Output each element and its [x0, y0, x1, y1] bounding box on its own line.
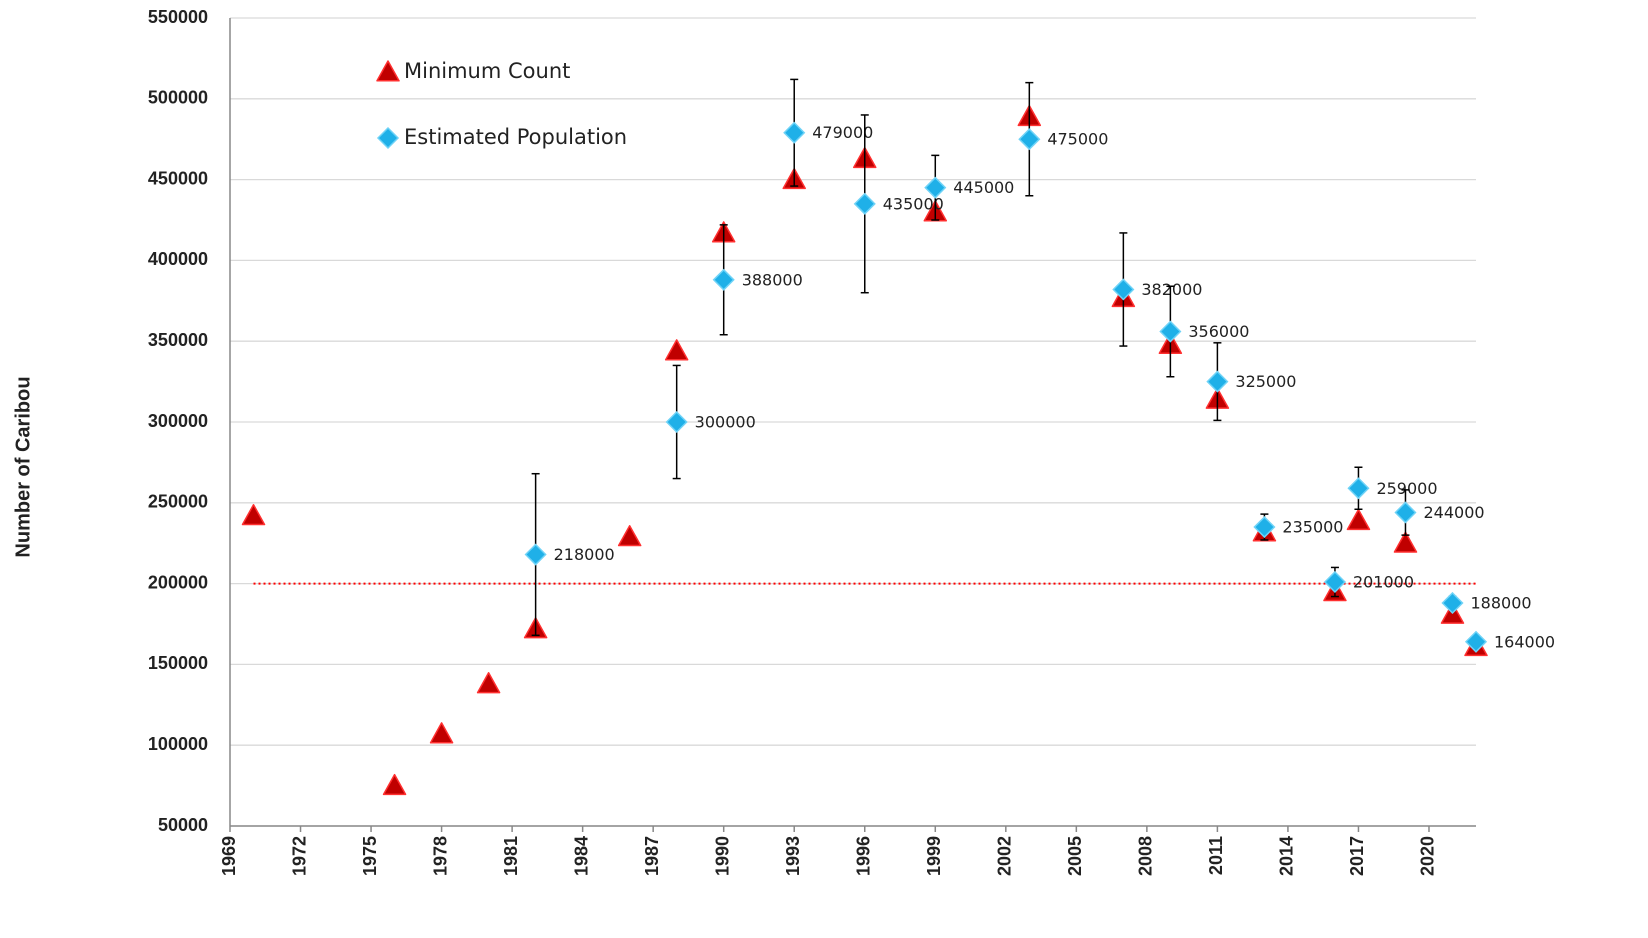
data-label: 218000 — [554, 545, 615, 564]
x-tick-label: 2005 — [1065, 836, 1085, 876]
diamond-marker — [1394, 501, 1417, 524]
triangle-marker — [617, 524, 642, 547]
x-tick-label: 1975 — [360, 836, 380, 876]
triangle-marker — [664, 339, 689, 361]
y-tick-label: 100000 — [148, 734, 208, 754]
legend-marker — [376, 126, 400, 150]
data-label: 300000 — [695, 413, 756, 432]
data-label: 235000 — [1282, 518, 1343, 537]
y-tick-label: 250000 — [148, 492, 208, 512]
x-tick-label: 2002 — [995, 836, 1015, 876]
x-tick-label: 1999 — [924, 836, 944, 876]
diamond-marker — [1159, 320, 1182, 343]
triangle-marker — [382, 773, 407, 796]
y-tick-label: 550000 — [148, 7, 208, 27]
data-label: 259000 — [1376, 479, 1437, 498]
diamond-marker — [1323, 570, 1347, 594]
x-tick-label: 2008 — [1136, 836, 1156, 876]
diamond-marker — [783, 121, 806, 144]
diamond-marker — [1347, 477, 1370, 500]
x-tick-label: 1984 — [571, 836, 591, 876]
data-label: 356000 — [1188, 322, 1249, 341]
y-tick-label: 350000 — [148, 330, 208, 350]
x-tick-label: 2011 — [1206, 836, 1226, 875]
x-tick-label: 1993 — [783, 836, 803, 876]
diamond-marker — [853, 192, 876, 215]
legend-label: Estimated Population — [404, 125, 627, 149]
triangle-marker — [1346, 508, 1371, 531]
diamond-marker — [665, 410, 688, 434]
data-label: 325000 — [1235, 372, 1296, 391]
data-label: 445000 — [953, 178, 1014, 197]
data-label: 479000 — [812, 123, 873, 142]
diamond-marker — [1464, 630, 1488, 653]
y-tick-label: 500000 — [148, 88, 208, 108]
data-label: 382000 — [1141, 280, 1202, 299]
x-tick-label: 1978 — [430, 836, 450, 876]
data-label: 435000 — [883, 194, 944, 213]
x-tick-label: 1981 — [501, 836, 521, 876]
data-label: 188000 — [1470, 593, 1531, 612]
x-tick-label: 1972 — [289, 836, 309, 876]
triangle-marker — [1393, 531, 1418, 553]
x-tick-label: 1987 — [642, 836, 662, 876]
y-tick-label: 50000 — [158, 815, 208, 835]
diamond-marker — [1206, 370, 1229, 393]
y-tick-label: 450000 — [148, 168, 208, 188]
diamond-marker — [924, 176, 947, 199]
x-tick-label: 2020 — [1418, 836, 1438, 876]
triangle-marker — [241, 503, 266, 526]
y-tick-label: 150000 — [148, 653, 208, 673]
data-label: 201000 — [1353, 572, 1414, 591]
x-tick-label: 2014 — [1277, 836, 1297, 876]
x-tick-label: 1969 — [219, 836, 239, 876]
diamond-marker — [1018, 128, 1041, 151]
x-tick-label: 2017 — [1347, 836, 1367, 876]
y-tick-label: 300000 — [148, 411, 208, 431]
diamond-marker — [1112, 278, 1135, 301]
data-label: 388000 — [742, 270, 803, 289]
y-tick-label: 200000 — [148, 572, 208, 592]
diamond-marker — [524, 543, 547, 566]
legend-marker — [376, 60, 400, 82]
x-tick-label: 1996 — [854, 836, 874, 876]
diamond-marker — [712, 268, 735, 291]
y-axis-label: Number of Caribou — [12, 376, 34, 557]
data-label: 164000 — [1494, 632, 1555, 651]
data-label: 244000 — [1423, 503, 1484, 522]
data-label: 475000 — [1047, 130, 1108, 149]
triangle-marker — [429, 722, 454, 744]
diamond-marker — [1441, 591, 1464, 615]
triangle-marker — [476, 672, 501, 694]
y-tick-label: 400000 — [148, 249, 208, 269]
diamond-marker — [1253, 515, 1276, 539]
legend-label: Minimum Count — [404, 59, 570, 83]
x-tick-label: 1990 — [712, 836, 732, 876]
